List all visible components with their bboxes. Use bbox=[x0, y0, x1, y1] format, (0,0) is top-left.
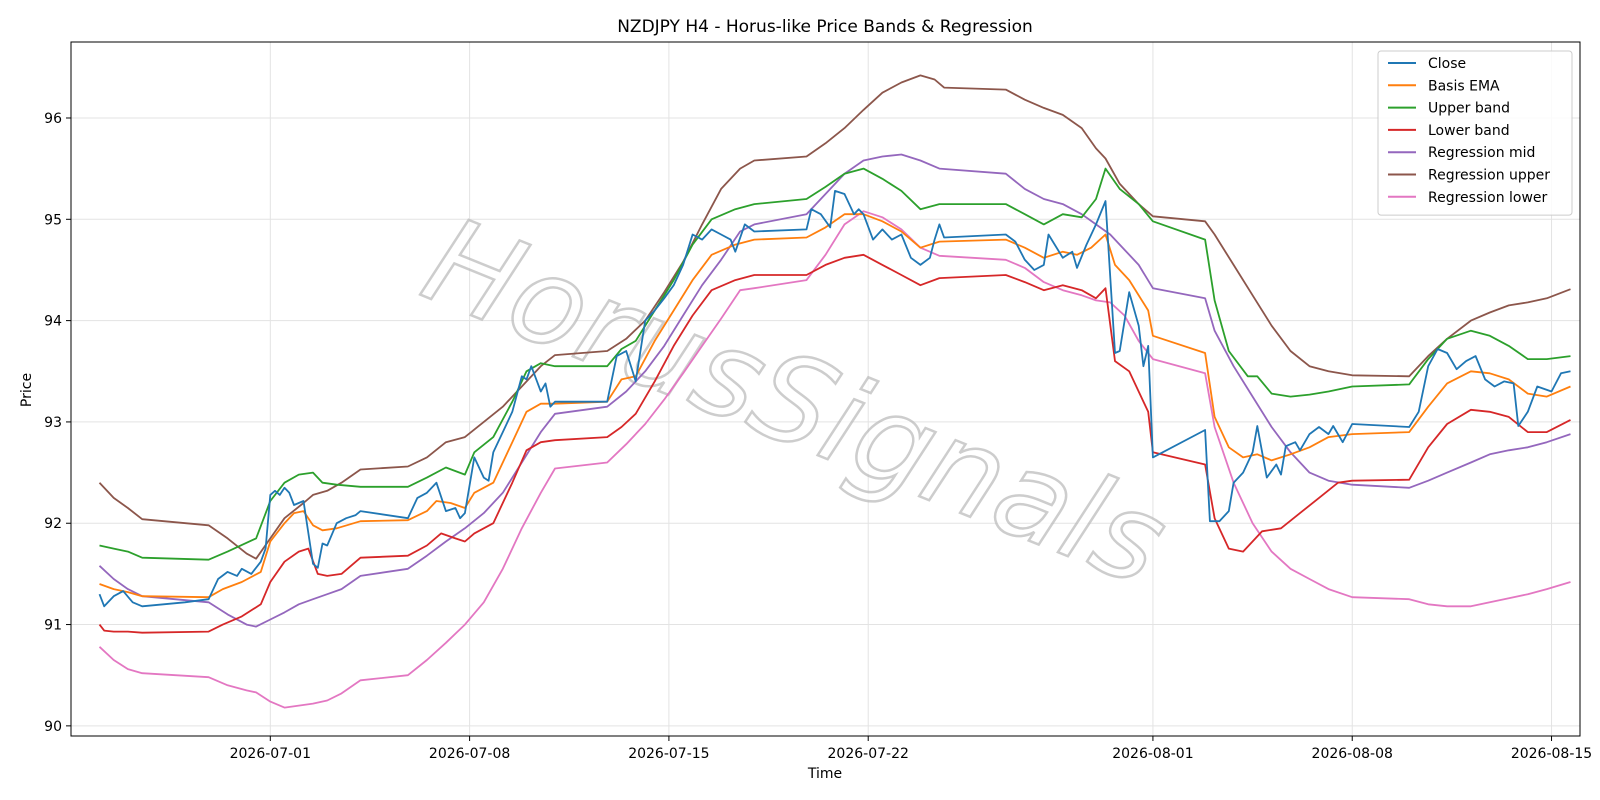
x-tick-label: 2026-08-01 bbox=[1112, 746, 1193, 762]
series-line-regression-upper bbox=[98, 74, 1571, 560]
x-tick-label: 2026-08-15 bbox=[1511, 746, 1592, 762]
legend-box bbox=[1377, 50, 1573, 216]
x-tick-label: 2026-07-22 bbox=[828, 746, 909, 762]
x-tick-label: 2026-07-01 bbox=[230, 746, 311, 762]
legend-label: Regression lower bbox=[1428, 190, 1548, 206]
series-line-upper-band bbox=[99, 167, 1571, 561]
legend-label: Regression mid bbox=[1428, 145, 1535, 161]
series-line-regression-lower bbox=[98, 210, 1571, 709]
y-axis-label: Price bbox=[19, 373, 35, 407]
chart-title: NZDJPY H4 - Horus-like Price Bands & Reg… bbox=[617, 17, 1033, 37]
series-line-close bbox=[98, 190, 1571, 608]
y-tick-label: 91 bbox=[44, 618, 62, 634]
x-tick-label: 2026-08-08 bbox=[1312, 746, 1393, 762]
series-line-regression-mid bbox=[98, 153, 1571, 628]
y-tick-label: 90 bbox=[44, 719, 62, 735]
x-tick-label: 2026-07-08 bbox=[429, 746, 510, 762]
legend-label: Lower band bbox=[1428, 123, 1510, 139]
legend-label: Regression upper bbox=[1428, 168, 1550, 184]
legend-label: Close bbox=[1428, 56, 1466, 72]
x-axis-label: Time bbox=[807, 766, 842, 782]
y-tick-label: 96 bbox=[44, 111, 62, 127]
legend-label: Basis EMA bbox=[1428, 78, 1500, 94]
y-axis: 90 91 92 93 94 95 96 bbox=[44, 111, 71, 735]
y-tick-label: 93 bbox=[44, 415, 62, 431]
y-tick-label: 95 bbox=[44, 212, 62, 228]
series-line-basis-ema bbox=[99, 213, 1571, 599]
y-tick-label: 94 bbox=[44, 314, 62, 330]
y-tick-label: 92 bbox=[44, 516, 62, 532]
x-tick-label: 2026-07-15 bbox=[628, 746, 709, 762]
series-lines bbox=[98, 74, 1571, 709]
legend-label: Upper band bbox=[1428, 101, 1510, 117]
legend: Close Basis EMA Upper band Lower band Regres… bbox=[1377, 50, 1573, 216]
plot-frame bbox=[70, 41, 1581, 737]
x-axis: 2026-07-01 2026-07-08 2026-07-15 2026-07-22… bbox=[230, 736, 1592, 762]
